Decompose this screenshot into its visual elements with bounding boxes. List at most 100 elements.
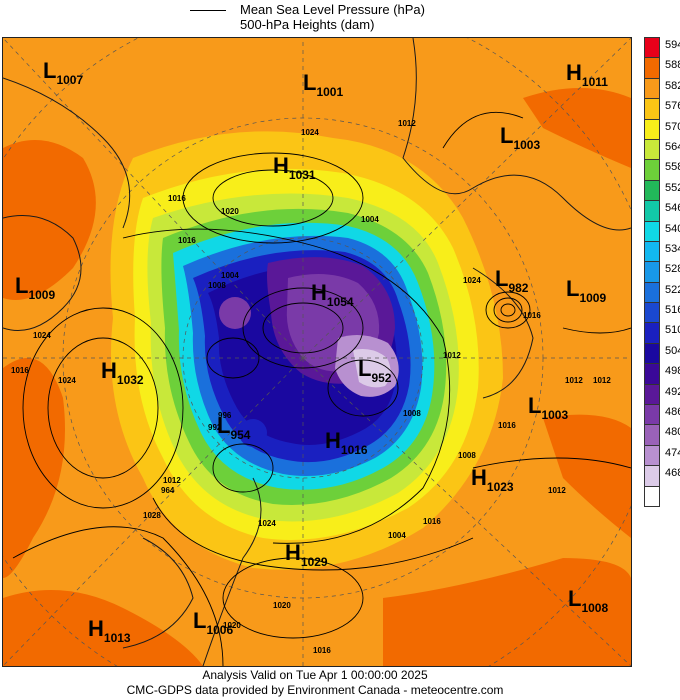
high-pressure-center: H1031 xyxy=(273,153,316,182)
pressure-center-value: 1003 xyxy=(541,408,568,422)
isobar-label: 1020 xyxy=(221,207,239,216)
colorbar-swatch: 564 xyxy=(644,139,680,161)
colorbar-label: 540 xyxy=(665,222,680,235)
colorbar-label: 576 xyxy=(665,100,680,113)
isobar-label: 1012 xyxy=(398,119,416,128)
high-pressure-center: H1011 xyxy=(566,60,608,89)
colorbar-label: 504 xyxy=(665,344,680,357)
colorbar-label: 474 xyxy=(665,446,680,459)
colorbar-label: 486 xyxy=(665,406,680,419)
isobar-label: 1016 xyxy=(178,236,196,245)
colorbar-label: 468 xyxy=(665,467,680,480)
pressure-center-value: 1001 xyxy=(316,85,343,99)
colorbar-label: 558 xyxy=(665,161,680,174)
map-footer: Analysis Valid on Tue Apr 1 00:00:00 202… xyxy=(0,668,630,698)
low-pressure-center: L1006 xyxy=(193,608,233,637)
pressure-center-value: 1009 xyxy=(28,288,55,302)
colorbar-swatch xyxy=(644,486,660,507)
valid-time-text: Analysis Valid on Tue Apr 1 00:00:00 202… xyxy=(202,668,428,682)
colorbar-swatch: 516 xyxy=(644,303,680,324)
isobar-label: 1024 xyxy=(33,331,51,340)
pressure-center-letter: L xyxy=(358,356,371,381)
pressure-center-letter: L xyxy=(217,413,230,438)
colorbar-swatch: 474 xyxy=(644,445,680,467)
colorbar-label: 564 xyxy=(665,140,680,153)
colorbar-swatch: 510 xyxy=(644,323,680,344)
isobar-line-sample xyxy=(190,10,226,11)
isobar-label: 1024 xyxy=(463,276,481,285)
high-pressure-center: H1016 xyxy=(325,428,368,457)
pressure-center-letter: L xyxy=(15,273,28,298)
isobar-label: 1012 xyxy=(565,376,583,385)
low-pressure-center: L952 xyxy=(358,356,392,385)
colorbar-swatch: 492 xyxy=(644,384,680,406)
pressure-center-value: 1013 xyxy=(104,631,131,645)
isobar-label: 996 xyxy=(218,411,232,420)
isobars xyxy=(12,111,631,666)
pressure-center-letter: H xyxy=(273,153,289,178)
pressure-center-value: 982 xyxy=(508,281,528,295)
low-pressure-center: L1007 xyxy=(43,58,83,87)
pressure-center-letter: H xyxy=(101,358,117,383)
low-pressure-center: L1003 xyxy=(500,123,540,152)
isobar-label: 1004 xyxy=(388,531,406,540)
isobar-label: 1016 xyxy=(423,517,441,526)
high-pressure-center: H1032 xyxy=(101,358,144,387)
low-pressure-center: L1009 xyxy=(15,273,55,302)
colorbar-label: 594 xyxy=(665,39,680,51)
pressure-center-letter: H xyxy=(88,616,104,641)
low-pressure-center: L982 xyxy=(495,266,529,295)
height-fill-504 xyxy=(239,419,267,447)
colorbar-label: 570 xyxy=(665,120,680,133)
pressure-center-value: 1007 xyxy=(56,73,83,87)
pressure-center-letter: L xyxy=(568,586,581,611)
isobar-label: 1004 xyxy=(361,215,379,224)
colorbar-label: 480 xyxy=(665,426,680,439)
pressure-center-value: 1003 xyxy=(513,138,540,152)
height-fill-588 xyxy=(383,558,631,666)
isobar-label: 1016 xyxy=(11,366,29,375)
colorbar-swatch: 558 xyxy=(644,160,680,181)
pressure-center-letter: H xyxy=(325,428,341,453)
chart-legend: Mean Sea Level Pressure (hPa) 500-hPa He… xyxy=(190,2,510,36)
pressure-center-letter: L xyxy=(495,266,508,291)
legend-mslp-label: Mean Sea Level Pressure (hPa) xyxy=(240,2,425,17)
data-credit-text: CMC-GDPS data provided by Environment Ca… xyxy=(126,683,504,697)
pressure-center-letter: L xyxy=(500,123,513,148)
colorbar-label: 534 xyxy=(665,242,680,255)
isobar-label: 1012 xyxy=(163,476,181,485)
pressure-center-value: 1029 xyxy=(301,555,328,569)
colorbar-swatch: 504 xyxy=(644,343,680,365)
pressure-center-value: 954 xyxy=(230,428,250,442)
pressure-center-letter: L xyxy=(566,276,579,301)
colorbar-label: 528 xyxy=(665,263,680,276)
isobar-label: 1020 xyxy=(223,621,241,630)
pressure-center-value: 1006 xyxy=(206,623,233,637)
isobar-label: 1020 xyxy=(273,601,291,610)
colorbar-swatch: 486 xyxy=(644,405,680,426)
isobar-label: 1016 xyxy=(498,421,516,430)
colorbar-swatch: 468 xyxy=(644,466,680,487)
pressure-center-value: 1031 xyxy=(289,168,316,182)
isobar-label: 964 xyxy=(161,486,175,495)
isobar-label: 1016 xyxy=(313,646,331,655)
pressure-center-value: 1011 xyxy=(582,75,608,89)
low-pressure-center: L1003 xyxy=(528,393,568,422)
colorbar-label: 492 xyxy=(665,385,680,398)
colorbar-swatch: 582 xyxy=(644,78,680,100)
pressure-center-letter: H xyxy=(311,280,327,305)
isobar-label: 1012 xyxy=(443,351,461,360)
colorbar-swatch: 498 xyxy=(644,364,680,385)
isobar-label: 1008 xyxy=(208,281,226,290)
colorbar-swatch: 540 xyxy=(644,221,680,242)
coastlines xyxy=(3,38,631,666)
pressure-center-letter: L xyxy=(528,393,541,418)
pressure-center-value: 1054 xyxy=(327,295,354,309)
colorbar-label: 546 xyxy=(665,202,680,215)
map-canvas: 1024 1016 1020 1016 1012 1004 1016 1024 1024 1016… xyxy=(3,38,631,666)
isobar-label: 1016 xyxy=(523,311,541,320)
pressure-center-value: 1008 xyxy=(581,601,608,615)
colorbar-swatch: 522 xyxy=(644,282,680,304)
isobar-label: 1016 xyxy=(168,194,186,203)
colorbar-label: 582 xyxy=(665,79,680,92)
